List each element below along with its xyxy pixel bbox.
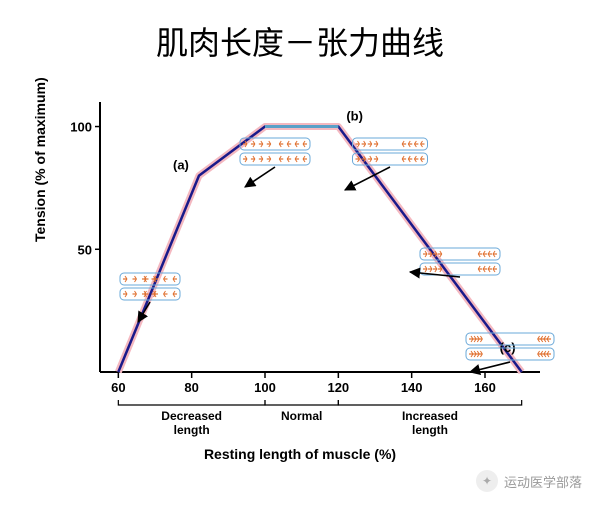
svg-text:50: 50 [78,242,92,257]
svg-text:140: 140 [401,380,423,395]
svg-text:120: 120 [327,380,349,395]
svg-text:Decreased: Decreased [161,409,222,423]
svg-text:80: 80 [184,380,198,395]
svg-text:(a): (a) [173,158,189,173]
page-title: 肌肉长度－张力曲线 [0,0,600,72]
svg-text:(b): (b) [346,109,363,124]
svg-text:100: 100 [70,120,92,135]
svg-text:Increased: Increased [402,409,458,423]
svg-text:length: length [412,423,448,437]
svg-text:160: 160 [474,380,496,395]
chart-container: Tension (% of maximum) Resting length of… [40,72,560,472]
wechat-icon: ✦ [476,470,498,492]
length-tension-chart: 501006080100120140160DecreasedlengthNorm… [40,72,560,472]
svg-text:100: 100 [254,380,276,395]
footer: ✦ 运动医学部落 [476,470,582,492]
svg-text:length: length [174,423,210,437]
sarcomere-icon [353,138,428,165]
svg-text:Normal: Normal [281,409,322,423]
footer-text: 运动医学部落 [504,472,582,491]
svg-text:60: 60 [111,380,125,395]
sarcomere-icon [240,138,310,165]
